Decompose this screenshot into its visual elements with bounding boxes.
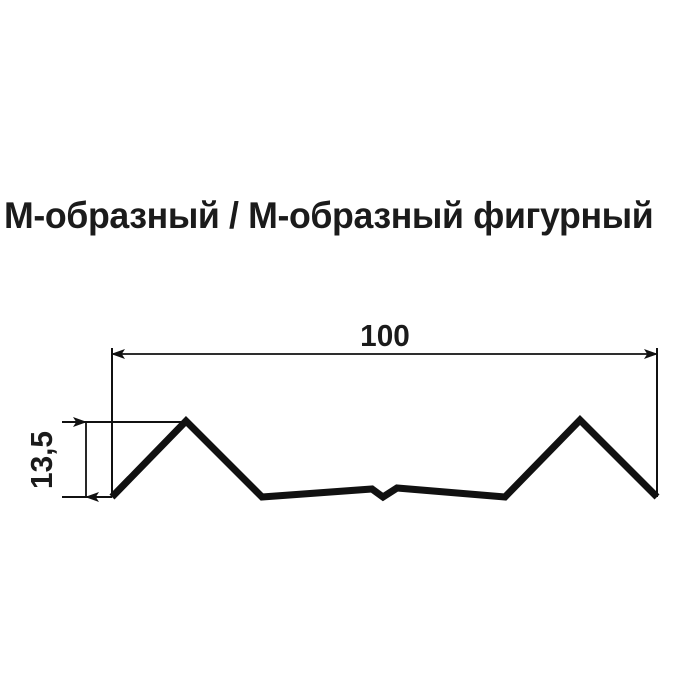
page-title: М-образный / М-образный фигурный xyxy=(4,195,654,236)
profile-outline xyxy=(109,415,660,502)
width-dimension-label: 100 xyxy=(360,318,410,353)
height-dimension-label: 13,5 xyxy=(24,431,59,489)
